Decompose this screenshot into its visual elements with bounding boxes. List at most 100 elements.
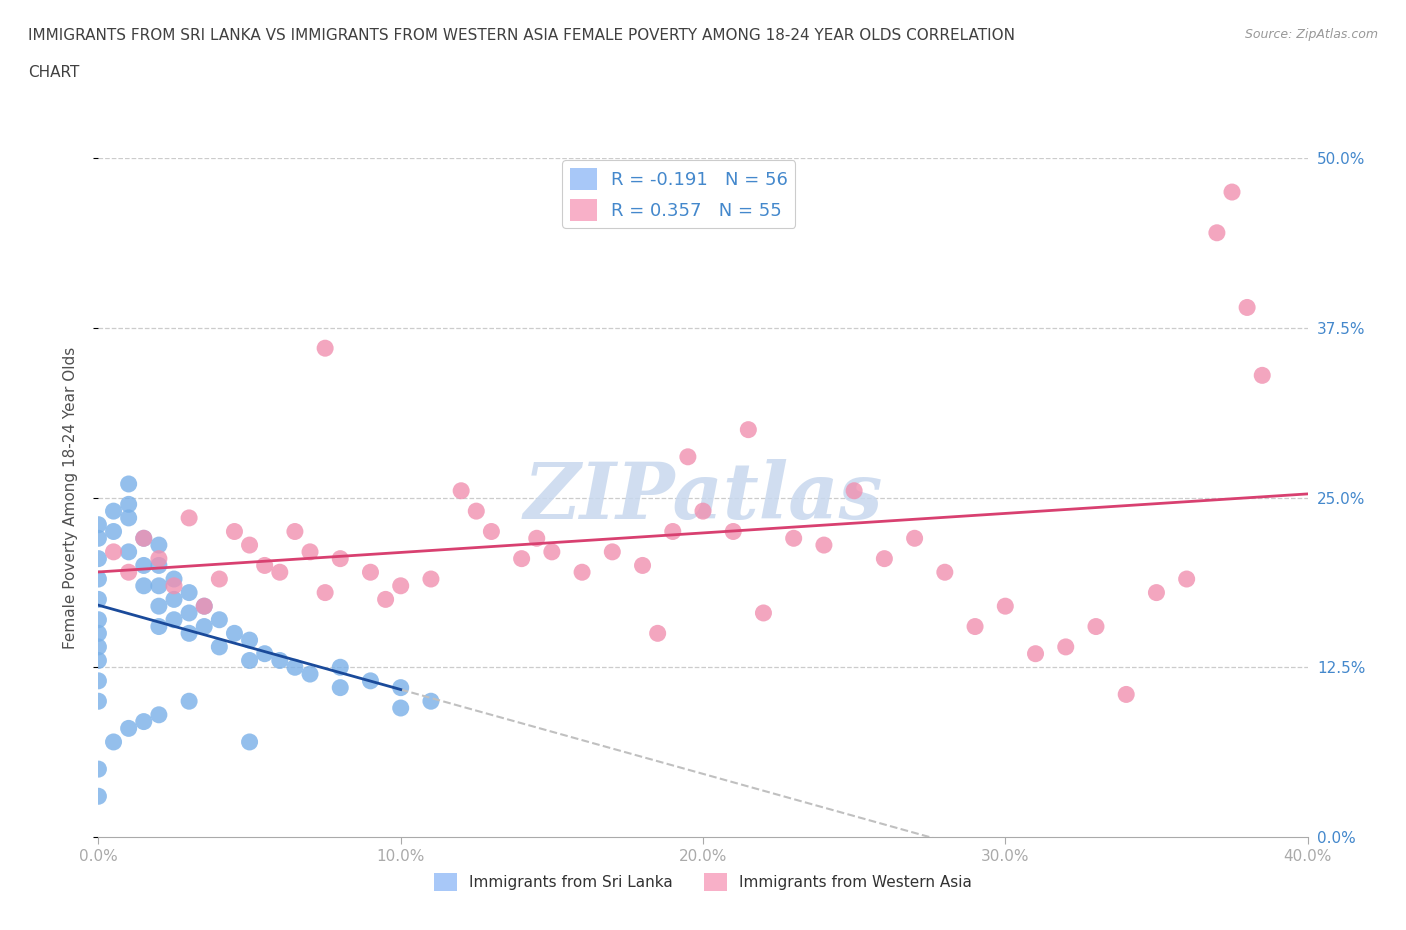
Point [87,640,110,655]
Point [631,558,654,573]
Y-axis label: Female Poverty Among 18-24 Year Olds: Female Poverty Among 18-24 Year Olds [63,347,77,649]
Point [103,735,125,750]
Text: ZIPatlas: ZIPatlas [523,459,883,536]
Point [208,640,231,655]
Point [132,558,155,573]
Point [844,484,866,498]
Point [132,531,155,546]
Point [239,538,262,552]
Point [1251,368,1274,383]
Point [737,422,759,437]
Point [208,572,231,587]
Point [1085,619,1108,634]
Point [224,626,246,641]
Point [1054,640,1077,655]
Point [87,572,110,587]
Point [571,565,593,579]
Point [148,708,170,723]
Point [179,626,201,641]
Point [904,531,927,546]
Text: Source: ZipAtlas.com: Source: ZipAtlas.com [1244,28,1378,41]
Point [602,544,624,559]
Point [179,605,201,620]
Point [481,525,503,539]
Point [450,484,472,498]
Point [420,694,443,709]
Point [239,735,262,750]
Point [253,558,276,573]
Point [723,525,745,539]
Point [179,585,201,600]
Point [540,544,562,559]
Point [873,551,896,566]
Point [148,538,170,552]
Point [103,544,125,559]
Point [118,476,141,491]
Point [374,592,396,607]
Point [1175,572,1198,587]
Point [179,511,201,525]
Point [148,619,170,634]
Point [193,619,215,634]
Point [87,551,110,566]
Point [87,673,110,688]
Point [692,504,714,519]
Point [329,660,352,675]
Point [224,525,246,539]
Point [179,694,201,709]
Point [163,592,186,607]
Point [87,653,110,668]
Point [783,531,806,546]
Point [329,551,352,566]
Point [193,599,215,614]
Point [389,700,412,715]
Point [314,340,336,355]
Point [752,605,775,620]
Point [87,694,110,709]
Point [1115,687,1137,702]
Point [1206,225,1229,240]
Point [389,578,412,593]
Point [87,592,110,607]
Point [253,646,276,661]
Point [87,517,110,532]
Text: CHART: CHART [28,65,80,80]
Point [118,544,141,559]
Point [465,504,488,519]
Text: IMMIGRANTS FROM SRI LANKA VS IMMIGRANTS FROM WESTERN ASIA FEMALE POVERTY AMONG 1: IMMIGRANTS FROM SRI LANKA VS IMMIGRANTS … [28,28,1015,43]
Point [284,525,307,539]
Point [239,632,262,647]
Point [87,789,110,804]
Point [87,762,110,777]
Point [87,626,110,641]
Point [87,612,110,627]
Point [269,565,291,579]
Point [103,525,125,539]
Point [269,653,291,668]
Point [299,544,322,559]
Point [118,511,141,525]
Point [163,572,186,587]
Point [148,599,170,614]
Point [163,612,186,627]
Point [1146,585,1168,600]
Point [299,667,322,682]
Point [1024,646,1046,661]
Point [389,680,412,695]
Point [193,599,215,614]
Point [103,504,125,519]
Point [934,565,956,579]
Point [676,449,699,464]
Point [647,626,669,641]
Point [1236,300,1258,315]
Point [148,558,170,573]
Point [132,531,155,546]
Point [510,551,533,566]
Point [163,578,186,593]
Point [813,538,835,552]
Legend: Immigrants from Sri Lanka, Immigrants from Western Asia: Immigrants from Sri Lanka, Immigrants fr… [429,867,977,897]
Point [329,680,352,695]
Point [284,660,307,675]
Point [526,531,548,546]
Point [132,578,155,593]
